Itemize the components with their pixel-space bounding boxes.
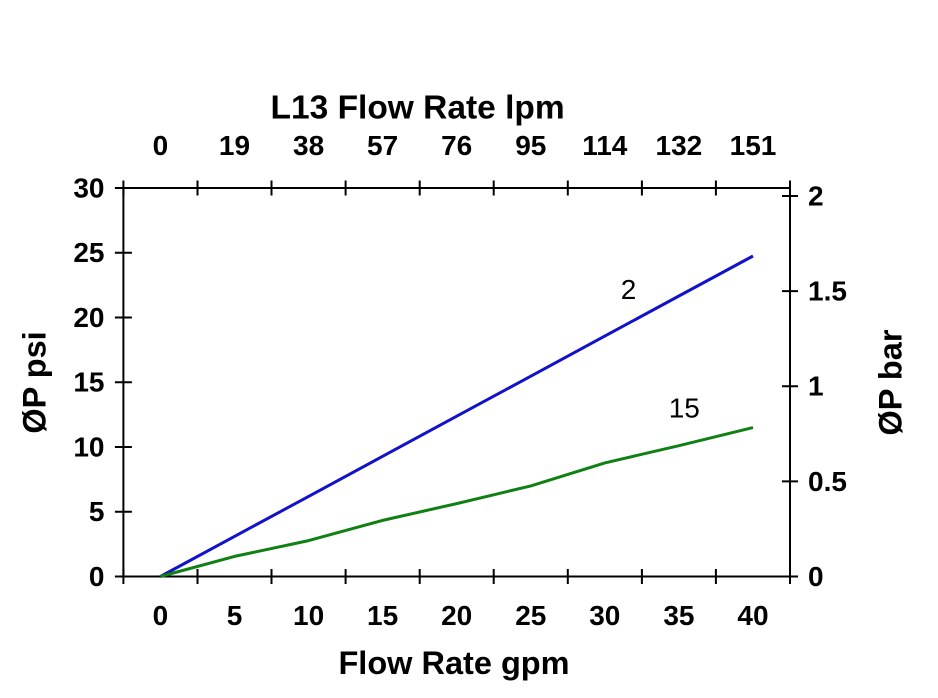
svg-text:114: 114 [582, 130, 628, 161]
svg-text:10: 10 [293, 600, 324, 631]
svg-text:38: 38 [293, 130, 324, 161]
svg-text:30: 30 [589, 600, 620, 631]
svg-text:25: 25 [515, 600, 546, 631]
svg-text:19: 19 [219, 130, 250, 161]
svg-text:35: 35 [663, 600, 694, 631]
svg-text:95: 95 [515, 130, 546, 161]
svg-text:5: 5 [227, 600, 243, 631]
svg-text:25: 25 [73, 237, 104, 268]
svg-text:57: 57 [367, 130, 398, 161]
svg-text:ØP bar: ØP bar [872, 329, 908, 435]
svg-text:30: 30 [73, 173, 104, 204]
svg-text:2: 2 [621, 274, 637, 305]
svg-text:0: 0 [89, 561, 105, 592]
svg-text:76: 76 [441, 130, 472, 161]
svg-text:151: 151 [730, 130, 777, 161]
svg-text:40: 40 [737, 600, 768, 631]
svg-text:ØP psi: ØP psi [17, 331, 53, 433]
svg-text:20: 20 [73, 302, 104, 333]
svg-text:1.5: 1.5 [808, 276, 847, 307]
svg-text:0: 0 [808, 561, 824, 592]
svg-text:0: 0 [153, 600, 169, 631]
svg-text:0: 0 [153, 130, 169, 161]
svg-text:15: 15 [367, 600, 398, 631]
svg-text:20: 20 [441, 600, 472, 631]
svg-text:132: 132 [656, 130, 703, 161]
svg-text:0.5: 0.5 [808, 466, 847, 497]
svg-text:15: 15 [73, 367, 104, 398]
svg-text:2: 2 [808, 181, 824, 212]
svg-text:10: 10 [73, 432, 104, 463]
svg-text:L13 Flow Rate lpm: L13 Flow Rate lpm [271, 90, 565, 127]
svg-text:15: 15 [669, 393, 700, 424]
svg-text:5: 5 [89, 496, 105, 527]
svg-text:Flow Rate gpm: Flow Rate gpm [338, 645, 569, 681]
svg-text:1: 1 [808, 371, 824, 402]
